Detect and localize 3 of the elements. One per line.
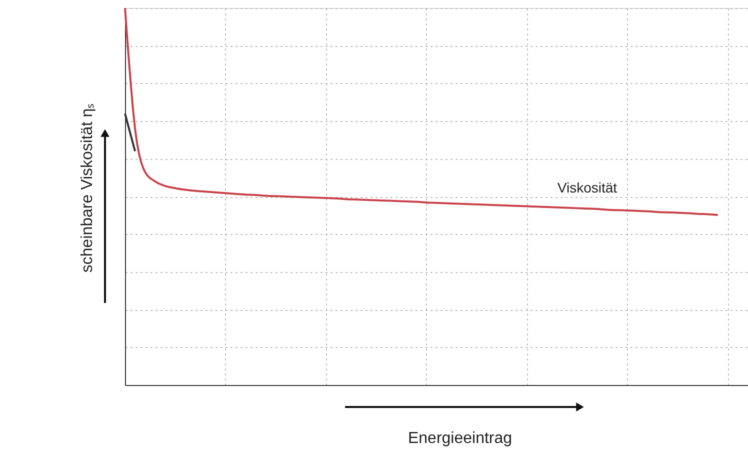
series-label: Viskosität bbox=[557, 180, 618, 196]
y-axis-title: scheinbare Viskosität ηₛ bbox=[79, 103, 96, 273]
x-axis-title: Energieeintrag bbox=[408, 430, 512, 447]
